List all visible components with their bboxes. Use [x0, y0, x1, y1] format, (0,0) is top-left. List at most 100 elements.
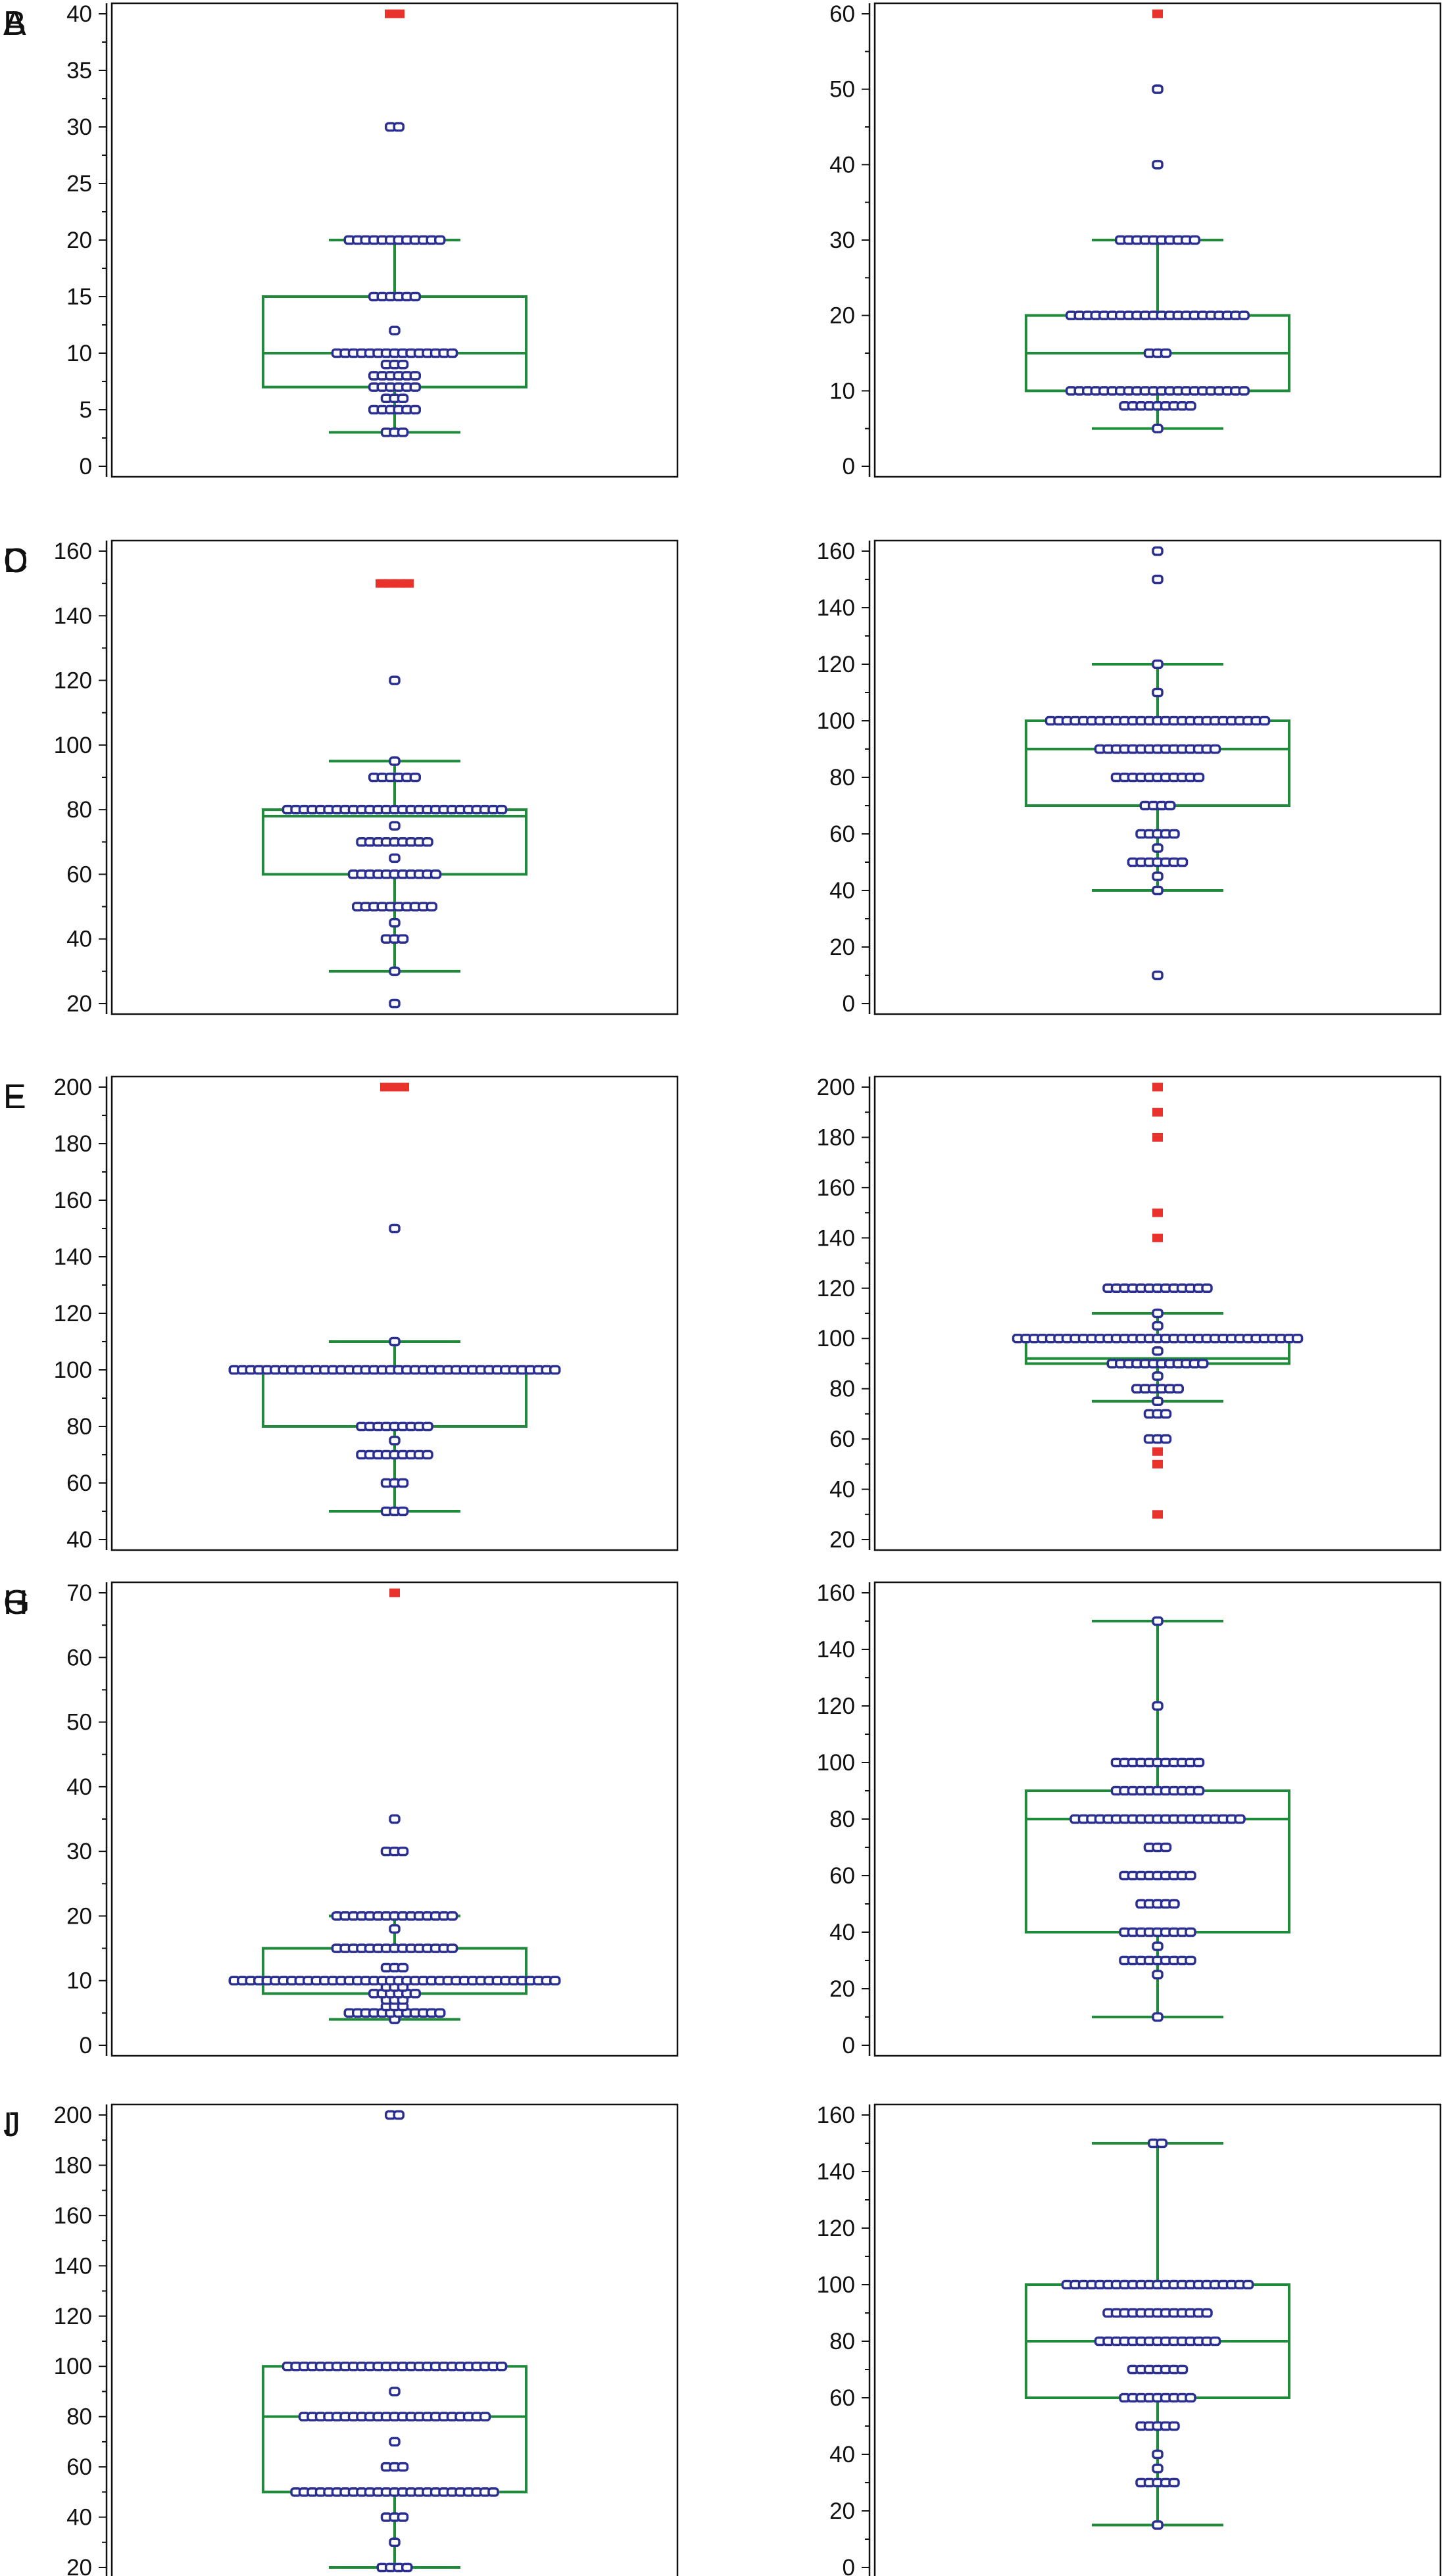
- data-point: [1152, 84, 1164, 94]
- y-tick-label: 10: [829, 378, 855, 404]
- y-tick-label: 120: [54, 2304, 92, 2329]
- y-tick-label: 40: [66, 927, 92, 952]
- data-point: [389, 2437, 401, 2447]
- y-tick-label: 60: [66, 862, 92, 887]
- outlier-point: [394, 9, 405, 18]
- y-tick-label: 180: [817, 1125, 855, 1150]
- data-point: [1192, 1786, 1205, 1796]
- data-point: [397, 2462, 409, 2472]
- y-tick-label: 100: [817, 2272, 855, 2298]
- panel-j: J 0 20 40 60 80 100 120 140 160: [3, 2102, 1442, 2576]
- y-tick-label: 200: [54, 2102, 92, 2128]
- outlier-point: [389, 1082, 400, 1092]
- y-tick-label: 80: [829, 2329, 855, 2354]
- outlier-point: [1152, 1233, 1163, 1242]
- data-point: [1152, 1970, 1164, 1980]
- outlier-point: [1152, 1510, 1163, 1519]
- y-tick-label: 60: [829, 1863, 855, 1889]
- data-point: [422, 837, 433, 847]
- y-tick-label: 60: [66, 1470, 92, 1496]
- data-point: [397, 934, 409, 944]
- data-point: [1189, 235, 1200, 245]
- y-tick-label: 100: [54, 1357, 92, 1383]
- y-tick-label: 20: [829, 1527, 855, 1553]
- data-point: [393, 2110, 405, 2120]
- data-point: [446, 1943, 458, 1953]
- data-point: [389, 1223, 401, 1234]
- y-tick-label: 20: [829, 2498, 855, 2524]
- y-tick-label: 100: [817, 1326, 855, 1351]
- data-point: [397, 2512, 409, 2522]
- y-tick-label: 5: [80, 397, 92, 423]
- data-point: [1152, 2449, 1164, 2460]
- data-point: [1152, 1701, 1164, 1711]
- data-point: [389, 326, 401, 335]
- y-tick-label: 160: [817, 539, 855, 564]
- y-tick-label: 200: [54, 1075, 92, 1100]
- data-point: [389, 1814, 401, 1824]
- y-tick-label: 140: [54, 2253, 92, 2279]
- y-tick-label: 160: [54, 539, 92, 564]
- data-point: [401, 2562, 413, 2573]
- y-tick-label: 50: [66, 1710, 92, 1736]
- y-tick-label: 40: [829, 2442, 855, 2467]
- data-point: [1192, 772, 1205, 783]
- plot-frame: [110, 1581, 679, 2057]
- y-tick-label: 25: [66, 171, 92, 197]
- y-tick-label: 0: [843, 991, 855, 1017]
- data-point: [389, 821, 401, 831]
- data-point: [1164, 800, 1176, 811]
- data-point: [1160, 1842, 1172, 1853]
- y-tick-label: 80: [829, 1376, 855, 1402]
- data-point: [1258, 716, 1271, 726]
- outlier-point: [1152, 1208, 1163, 1217]
- y-tick-label: 10: [66, 1968, 92, 1994]
- iqr-box: [262, 2365, 527, 2494]
- outlier-point: [1152, 1447, 1163, 1456]
- data-point: [1152, 1346, 1164, 1356]
- y-tick-label: 140: [817, 1225, 855, 1251]
- y-tick-label: 80: [829, 1807, 855, 1832]
- data-point: [1185, 1870, 1196, 1881]
- y-tick-label: 20: [66, 991, 92, 1017]
- data-point: [409, 772, 421, 783]
- y-tick-label: 120: [54, 668, 92, 694]
- iqr-box: [1025, 719, 1290, 807]
- y-tick-label: 70: [66, 1580, 92, 1606]
- data-point: [1176, 2364, 1189, 2375]
- y-tick-label: 60: [66, 2454, 92, 2480]
- panel-letter: I: [3, 2106, 12, 2144]
- y-tick-label: 160: [817, 1175, 855, 1201]
- y-tick-label: 40: [66, 1527, 92, 1553]
- data-point: [1176, 857, 1189, 867]
- y-tick-label: 0: [80, 454, 92, 479]
- panel-e: E 40 60 80 100 120 140 160 180 200: [3, 1075, 679, 1553]
- plot-frame: [873, 1581, 1442, 2057]
- y-tick-label: 20: [66, 228, 92, 253]
- data-point: [429, 869, 442, 879]
- data-point: [397, 1506, 409, 1517]
- outlier-point: [403, 579, 414, 588]
- y-tick-label: 30: [66, 114, 92, 140]
- data-point: [389, 1924, 401, 1934]
- data-point: [389, 675, 401, 685]
- panel-d: D 0 20 40 60 80 100 120 140 160: [3, 539, 1442, 1017]
- data-point: [1238, 310, 1250, 320]
- data-point: [389, 966, 401, 977]
- outlier-point: [376, 579, 386, 588]
- data-point: [1197, 1359, 1209, 1369]
- outlier-point: [380, 1082, 391, 1092]
- data-point: [1192, 1757, 1205, 1768]
- data-point: [409, 1989, 421, 1999]
- y-tick-label: 120: [54, 1301, 92, 1326]
- y-tick-label: 50: [829, 77, 855, 103]
- y-tick-label: 180: [54, 2152, 92, 2178]
- y-tick-label: 60: [66, 1645, 92, 1670]
- y-tick-label: 120: [817, 1693, 855, 1719]
- data-point: [1152, 871, 1164, 881]
- panel-letter: C: [3, 542, 28, 580]
- data-point: [389, 1436, 401, 1446]
- outlier-point: [389, 1588, 400, 1597]
- y-tick-label: 100: [54, 2354, 92, 2379]
- y-tick-label: 120: [817, 652, 855, 677]
